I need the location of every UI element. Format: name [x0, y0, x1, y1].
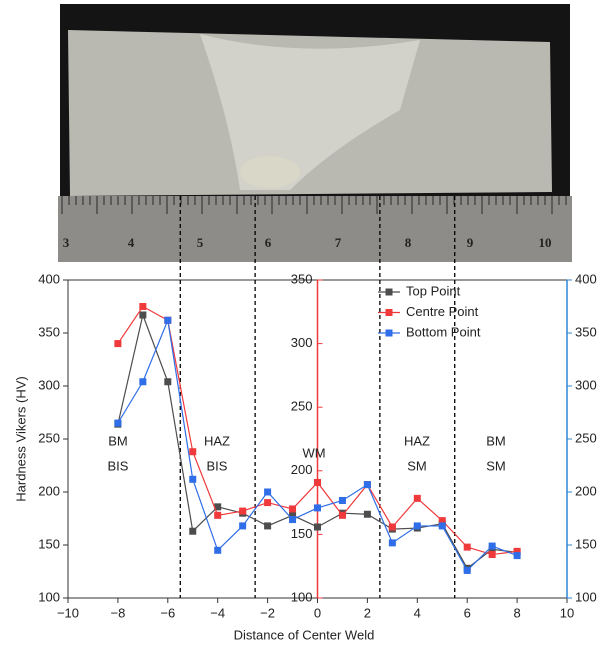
- data-point: [214, 547, 221, 554]
- data-point: [289, 516, 296, 523]
- data-point: [139, 378, 146, 385]
- data-point: [489, 543, 496, 550]
- data-point: [339, 512, 346, 519]
- zone-label: BM: [108, 433, 128, 448]
- zone-label: SM: [407, 458, 427, 473]
- data-point: [214, 512, 221, 519]
- legend-label: Bottom Point: [406, 324, 481, 339]
- data-point: [314, 523, 321, 530]
- data-point: [289, 505, 296, 512]
- x-tick-label: 10: [560, 605, 574, 620]
- y-tick-label: 350: [38, 324, 60, 339]
- data-point: [364, 511, 371, 518]
- y2-tick-label: 200: [575, 483, 597, 498]
- y-tick-label: 100: [38, 589, 60, 604]
- data-point: [489, 551, 496, 558]
- data-point: [414, 495, 421, 502]
- y2-tick-label: 100: [575, 589, 597, 604]
- data-point: [414, 522, 421, 529]
- data-point: [314, 504, 321, 511]
- x-axis-title: Distance of Center Weld: [234, 627, 375, 642]
- x-tick-label: 0: [314, 605, 321, 620]
- ruler-label: 10: [539, 235, 552, 250]
- zone-label: SM: [486, 458, 506, 473]
- ruler-label: 8: [405, 235, 412, 250]
- y2-tick-label: 300: [575, 377, 597, 392]
- y3-tick-label: 200: [291, 462, 313, 477]
- data-point: [114, 340, 121, 347]
- ruler-label: 3: [63, 235, 70, 250]
- y-tick-label: 200: [38, 483, 60, 498]
- zone-label: BIS: [108, 458, 129, 473]
- zone-label: BM: [486, 433, 506, 448]
- ruler-label: 9: [467, 235, 474, 250]
- zone-label: HAZ: [404, 433, 430, 448]
- data-point: [164, 317, 171, 324]
- y2-tick-label: 250: [575, 430, 597, 445]
- specimen-photo: [58, 4, 572, 262]
- y3-tick-label: 250: [291, 399, 313, 414]
- x-tick-label: 8: [513, 605, 520, 620]
- data-point: [264, 499, 271, 506]
- x-tick-label: −10: [57, 605, 79, 620]
- data-point: [439, 522, 446, 529]
- y3-tick-label: 300: [291, 335, 313, 350]
- data-point: [139, 311, 146, 318]
- data-point: [114, 420, 121, 427]
- data-point: [264, 489, 271, 496]
- data-point: [164, 378, 171, 385]
- y2-tick-label: 400: [575, 271, 597, 286]
- y3-tick-label: 350: [291, 271, 313, 286]
- y-tick-label: 250: [38, 430, 60, 445]
- legend-marker: [386, 330, 393, 337]
- data-point: [314, 479, 321, 486]
- data-point: [339, 497, 346, 504]
- figure: Distance of Center Weld Hardness Vikers …: [0, 0, 608, 652]
- x-tick-label: −2: [260, 605, 275, 620]
- legend-label: Centre Point: [406, 304, 479, 319]
- x-tick-label: 4: [414, 605, 421, 620]
- zone-label: WM: [302, 445, 325, 460]
- ruler-label: 5: [197, 235, 204, 250]
- data-point: [239, 508, 246, 515]
- data-point: [189, 476, 196, 483]
- data-point: [239, 522, 246, 529]
- data-point: [389, 523, 396, 530]
- data-point: [189, 528, 196, 535]
- zone-label: HAZ: [204, 433, 230, 448]
- data-point: [364, 481, 371, 488]
- ruler-label: 4: [128, 235, 135, 250]
- y3-tick-label: 100: [291, 589, 313, 604]
- data-point: [189, 448, 196, 455]
- y-tick-label: 150: [38, 536, 60, 551]
- x-tick-label: 2: [364, 605, 371, 620]
- x-tick-label: −8: [110, 605, 125, 620]
- legend-marker: [386, 309, 393, 316]
- data-point: [389, 539, 396, 546]
- x-tick-label: 6: [464, 605, 471, 620]
- x-tick-label: −4: [210, 605, 225, 620]
- data-point: [464, 567, 471, 574]
- y-tick-label: 400: [38, 271, 60, 286]
- y-axis-title: Hardness Vikers (HV): [13, 376, 28, 501]
- zone-label: BIS: [207, 458, 228, 473]
- y2-tick-label: 150: [575, 536, 597, 551]
- y3-tick-label: 150: [291, 526, 313, 541]
- legend-label: Top Point: [406, 283, 461, 298]
- data-point: [464, 544, 471, 551]
- x-tick-label: −6: [160, 605, 175, 620]
- data-point: [264, 522, 271, 529]
- ruler-label: 6: [265, 235, 272, 250]
- ruler-label: 7: [335, 235, 342, 250]
- y2-tick-label: 350: [575, 324, 597, 339]
- legend-marker: [386, 289, 393, 296]
- data-point: [139, 303, 146, 310]
- data-point: [514, 552, 521, 559]
- y-tick-label: 300: [38, 377, 60, 392]
